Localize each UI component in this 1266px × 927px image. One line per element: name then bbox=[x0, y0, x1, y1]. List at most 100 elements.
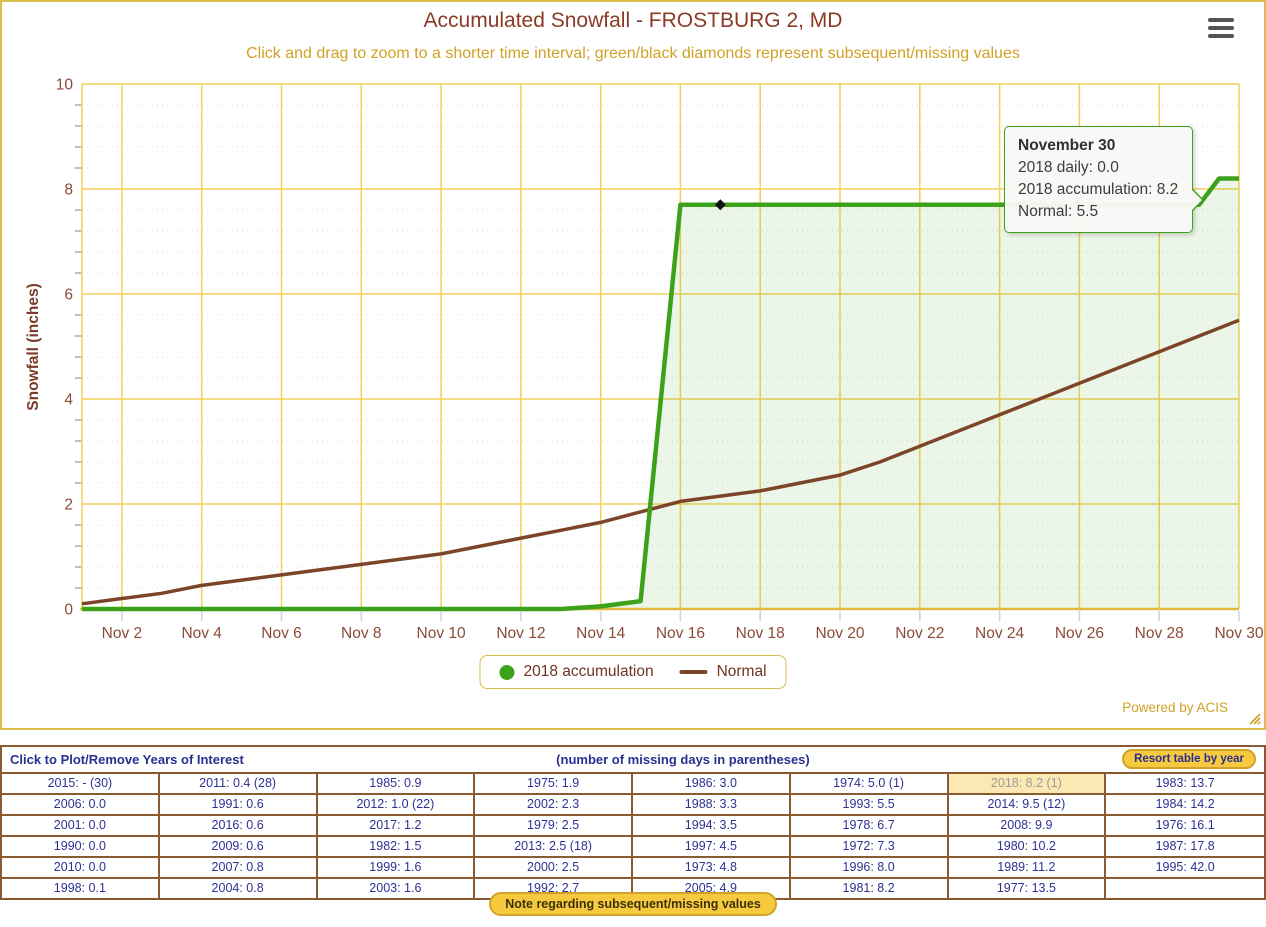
chart-subtitle: Click and drag to zoom to a shorter time… bbox=[246, 45, 1020, 62]
powered-by-acis-label: Powered by ACIS bbox=[1122, 700, 1228, 715]
svg-text:Nov 12: Nov 12 bbox=[496, 625, 545, 642]
chart-tooltip: November 30 2018 daily: 0.0 2018 accumul… bbox=[1004, 126, 1205, 233]
missing-value-diamond-icon[interactable] bbox=[714, 199, 726, 211]
year-cell[interactable]: 1980: 10.2 bbox=[948, 835, 1107, 856]
year-cell[interactable]: 2015: - (30) bbox=[2, 774, 160, 793]
tooltip-daily: 2018 daily: 0.0 bbox=[1018, 159, 1119, 176]
year-cell[interactable]: 1978: 6.7 bbox=[790, 814, 949, 835]
svg-text:0: 0 bbox=[64, 602, 73, 619]
year-cell[interactable]: 2017: 1.2 bbox=[317, 814, 476, 835]
year-cell[interactable]: 1985: 0.9 bbox=[317, 774, 476, 793]
year-cell[interactable]: 1981: 8.2 bbox=[790, 877, 949, 898]
year-cell[interactable]: 2016: 0.6 bbox=[159, 814, 318, 835]
svg-text:10: 10 bbox=[56, 77, 74, 94]
year-cell[interactable]: 1998: 0.1 bbox=[2, 877, 160, 898]
svg-text:Nov 10: Nov 10 bbox=[417, 625, 466, 642]
chart-title: Accumulated Snowfall - FROSTBURG 2, MD bbox=[423, 9, 843, 32]
svg-text:Nov 4: Nov 4 bbox=[181, 625, 222, 642]
year-cell[interactable]: 2011: 0.4 (28) bbox=[159, 774, 318, 793]
year-cell[interactable]: 1976: 16.1 bbox=[1106, 814, 1264, 835]
svg-text:8: 8 bbox=[64, 182, 73, 199]
year-cell[interactable]: 2014: 9.5 (12) bbox=[948, 793, 1107, 814]
note-regarding-values-button[interactable]: Note regarding subsequent/missing values bbox=[489, 892, 777, 916]
year-cell[interactable]: 2012: 1.0 (22) bbox=[317, 793, 476, 814]
y-minor-gridlines bbox=[75, 104, 1239, 589]
svg-text:Nov 18: Nov 18 bbox=[736, 625, 785, 642]
year-cell[interactable]: 1999: 1.6 bbox=[317, 856, 476, 877]
chart-panel: Accumulated Snowfall - FROSTBURG 2, MD C… bbox=[0, 0, 1266, 730]
year-cell[interactable]: 1993: 5.5 bbox=[790, 793, 949, 814]
year-cell[interactable]: 2008: 9.9 bbox=[948, 814, 1107, 835]
svg-text:2: 2 bbox=[64, 497, 73, 514]
year-cell[interactable]: 1990: 0.0 bbox=[2, 835, 160, 856]
year-cell[interactable]: 1982: 1.5 bbox=[317, 835, 476, 856]
resize-handle-icon[interactable] bbox=[1247, 711, 1261, 725]
chart-plot-area[interactable]: Nov 2 Nov 4 Nov 6 Nov 8 Nov 10 Nov 12 Nov 14 No… bbox=[2, 2, 1266, 650]
year-cell[interactable]: 2003: 1.6 bbox=[317, 877, 476, 898]
legend-label: Normal bbox=[716, 663, 767, 680]
y-axis-labels: 0 2 4 6 8 10 bbox=[56, 77, 74, 619]
year-cell[interactable]: 1989: 11.2 bbox=[948, 856, 1107, 877]
chart-menu-hamburger-icon[interactable] bbox=[1208, 18, 1234, 42]
year-cell[interactable]: 1974: 5.0 (1) bbox=[790, 774, 949, 793]
year-cell[interactable]: 2009: 0.6 bbox=[159, 835, 318, 856]
year-cell[interactable]: 1972: 7.3 bbox=[790, 835, 949, 856]
svg-text:Nov 26: Nov 26 bbox=[1055, 625, 1104, 642]
x-axis-ticks bbox=[121, 611, 1240, 621]
normal-series-line bbox=[81, 318, 1240, 606]
year-cell[interactable]: 1987: 17.8 bbox=[1106, 835, 1264, 856]
empty-cell bbox=[1106, 877, 1264, 898]
year-cell[interactable]: 1983: 13.7 bbox=[1106, 774, 1264, 793]
svg-text:Nov 20: Nov 20 bbox=[815, 625, 864, 642]
svg-text:Nov 8: Nov 8 bbox=[341, 625, 382, 642]
svg-text:6: 6 bbox=[64, 287, 73, 304]
accumulation-area-fill bbox=[82, 178, 1239, 609]
year-cell[interactable]: 1996: 8.0 bbox=[790, 856, 949, 877]
tooltip-date: November 30 bbox=[1018, 137, 1116, 154]
year-cell[interactable]: 2007: 0.8 bbox=[159, 856, 318, 877]
chart-legend: 2018 accumulation Normal bbox=[479, 655, 787, 689]
year-cell[interactable]: 1997: 4.5 bbox=[633, 835, 791, 856]
year-cell[interactable]: 1995: 42.0 bbox=[1106, 856, 1264, 877]
note-button-row: Note regarding subsequent/missing values bbox=[0, 892, 1266, 916]
year-cell[interactable]: 2002: 2.3 bbox=[475, 793, 633, 814]
svg-text:Nov 22: Nov 22 bbox=[895, 625, 944, 642]
svg-text:Nov 24: Nov 24 bbox=[975, 625, 1024, 642]
y-axis-title: Snowfall (inches) bbox=[25, 283, 42, 410]
year-cell[interactable]: 1986: 3.0 bbox=[633, 774, 791, 793]
table-header-center: (number of missing days in parentheses) bbox=[556, 751, 810, 767]
year-cell[interactable]: 1994: 3.5 bbox=[633, 814, 791, 835]
year-cell[interactable]: 1977: 13.5 bbox=[948, 877, 1107, 898]
resort-table-by-year-button[interactable]: Resort table by year bbox=[1122, 749, 1256, 769]
year-cell[interactable]: 1979: 2.5 bbox=[475, 814, 633, 835]
hamburger-bar bbox=[1208, 34, 1234, 38]
tooltip-normal: Normal: 5.5 bbox=[1018, 203, 1099, 220]
svg-text:Nov 30: Nov 30 bbox=[1214, 625, 1263, 642]
year-cell[interactable]: 2001: 0.0 bbox=[2, 814, 160, 835]
svg-text:Nov 28: Nov 28 bbox=[1135, 625, 1184, 642]
year-cell[interactable]: 2013: 2.5 (18) bbox=[475, 835, 633, 856]
year-cell[interactable]: 1991: 0.6 bbox=[159, 793, 318, 814]
year-cell[interactable]: 1988: 3.3 bbox=[633, 793, 791, 814]
year-cell[interactable]: 2018: 8.2 (1) bbox=[948, 774, 1107, 793]
year-cell[interactable]: 1973: 4.8 bbox=[633, 856, 791, 877]
year-cell[interactable]: 2010: 0.0 bbox=[2, 856, 160, 877]
svg-text:Nov 6: Nov 6 bbox=[261, 625, 302, 642]
table-header-left: Click to Plot/Remove Years of Interest bbox=[10, 751, 244, 767]
year-cell[interactable]: 2004: 0.8 bbox=[159, 877, 318, 898]
legend-item-normal[interactable]: Normal bbox=[679, 663, 767, 681]
brown-line-marker-icon bbox=[679, 670, 708, 674]
year-cell[interactable]: 2000: 2.5 bbox=[475, 856, 633, 877]
year-cell[interactable]: 2006: 0.0 bbox=[2, 793, 160, 814]
legend-item-2018-accumulation[interactable]: 2018 accumulation bbox=[499, 663, 654, 681]
years-of-interest-table: Click to Plot/Remove Years of Interest (… bbox=[0, 745, 1266, 900]
table-header-row: Click to Plot/Remove Years of Interest (… bbox=[2, 747, 1264, 774]
year-cell[interactable]: 1975: 1.9 bbox=[475, 774, 633, 793]
year-cell[interactable]: 1984: 14.2 bbox=[1106, 793, 1264, 814]
tooltip-accumulation: 2018 accumulation: 8.2 bbox=[1018, 181, 1179, 198]
svg-text:Nov 2: Nov 2 bbox=[102, 625, 143, 642]
green-circle-marker-icon bbox=[499, 664, 515, 680]
hamburger-bar bbox=[1208, 18, 1234, 22]
svg-text:4: 4 bbox=[64, 392, 73, 409]
